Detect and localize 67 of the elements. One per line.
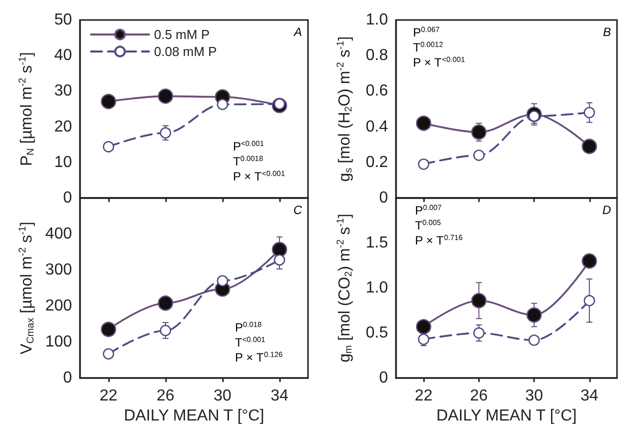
point [418, 334, 430, 345]
point [473, 150, 485, 161]
x-tick-label: 34 [270, 388, 288, 404]
point [416, 319, 432, 334]
x-tick-label: 26 [470, 388, 488, 404]
point [471, 292, 487, 308]
x-axis-title: DAILY MEAN T [°C] [436, 408, 577, 424]
x-tick-label: 30 [214, 388, 232, 404]
point [582, 253, 598, 269]
point [416, 116, 432, 131]
point [160, 127, 172, 138]
y-tick-label: 0 [63, 190, 72, 206]
y-tick-label: 0 [379, 190, 388, 206]
y-tick-label: 50 [54, 12, 72, 28]
y-tick-label: 0 [379, 370, 388, 386]
point [216, 98, 228, 110]
point [584, 106, 596, 118]
legend-label: 0.08 mM P [154, 44, 217, 59]
x-tick-label: 30 [525, 388, 544, 404]
y-tick-label: 40 [54, 47, 72, 64]
point [160, 324, 172, 336]
y-tick-label: 400 [45, 226, 72, 242]
y-tick-label: 20 [54, 118, 72, 136]
x-tick-label: 26 [156, 388, 174, 404]
x-axis-title: DAILY MEAN T [°C] [124, 408, 264, 424]
point [526, 307, 542, 323]
y-tick-label: 100 [45, 334, 72, 350]
point [272, 242, 288, 258]
point [584, 294, 596, 306]
y-tick-label: 0.4 [366, 118, 388, 136]
y-tick-label: 1.5 [366, 234, 388, 252]
y-tick-label: 0.5 [366, 324, 388, 342]
point [528, 334, 540, 346]
point [582, 138, 598, 154]
x-tick-label: 22 [100, 388, 118, 404]
x-tick-label: 34 [580, 388, 598, 404]
y-axis-title: PN [µmol m-2 s-1] [18, 52, 36, 166]
text: gs [mol (H2O) m-2 s-1] [336, 36, 354, 182]
annotation: D [602, 203, 612, 217]
y-tick-label: 0.2 [366, 154, 388, 171]
y-tick-label: 200 [45, 298, 72, 314]
point [473, 327, 485, 339]
y-tick-label: 0.8 [366, 47, 388, 64]
annotation: A [292, 25, 302, 39]
y-tick-label: 30 [54, 82, 72, 100]
annotation: B [602, 25, 611, 39]
point [100, 322, 116, 338]
point [274, 254, 286, 266]
annotation: C [293, 203, 302, 217]
point [216, 275, 228, 286]
y-tick-label: 0.6 [366, 82, 388, 100]
point [471, 124, 487, 140]
y-tick-label: 300 [45, 262, 72, 278]
point [102, 348, 114, 360]
legend-label: 0.5 mM P [154, 27, 210, 42]
text: gm [mol (CO2) m-2 s-1] [336, 214, 354, 362]
y-tick-label: 0 [63, 370, 72, 386]
point [418, 158, 430, 170]
y-tick-label: 1.0 [366, 12, 388, 28]
point [158, 295, 174, 311]
point [102, 141, 114, 152]
point [158, 88, 174, 104]
y-tick-label: 1.0 [366, 280, 388, 296]
point [100, 94, 116, 110]
x-tick-label: 22 [414, 388, 433, 404]
y-axis-title: VCmax [µmol m-2 s-1] [18, 222, 36, 354]
y-tick-label: 10 [54, 154, 72, 171]
